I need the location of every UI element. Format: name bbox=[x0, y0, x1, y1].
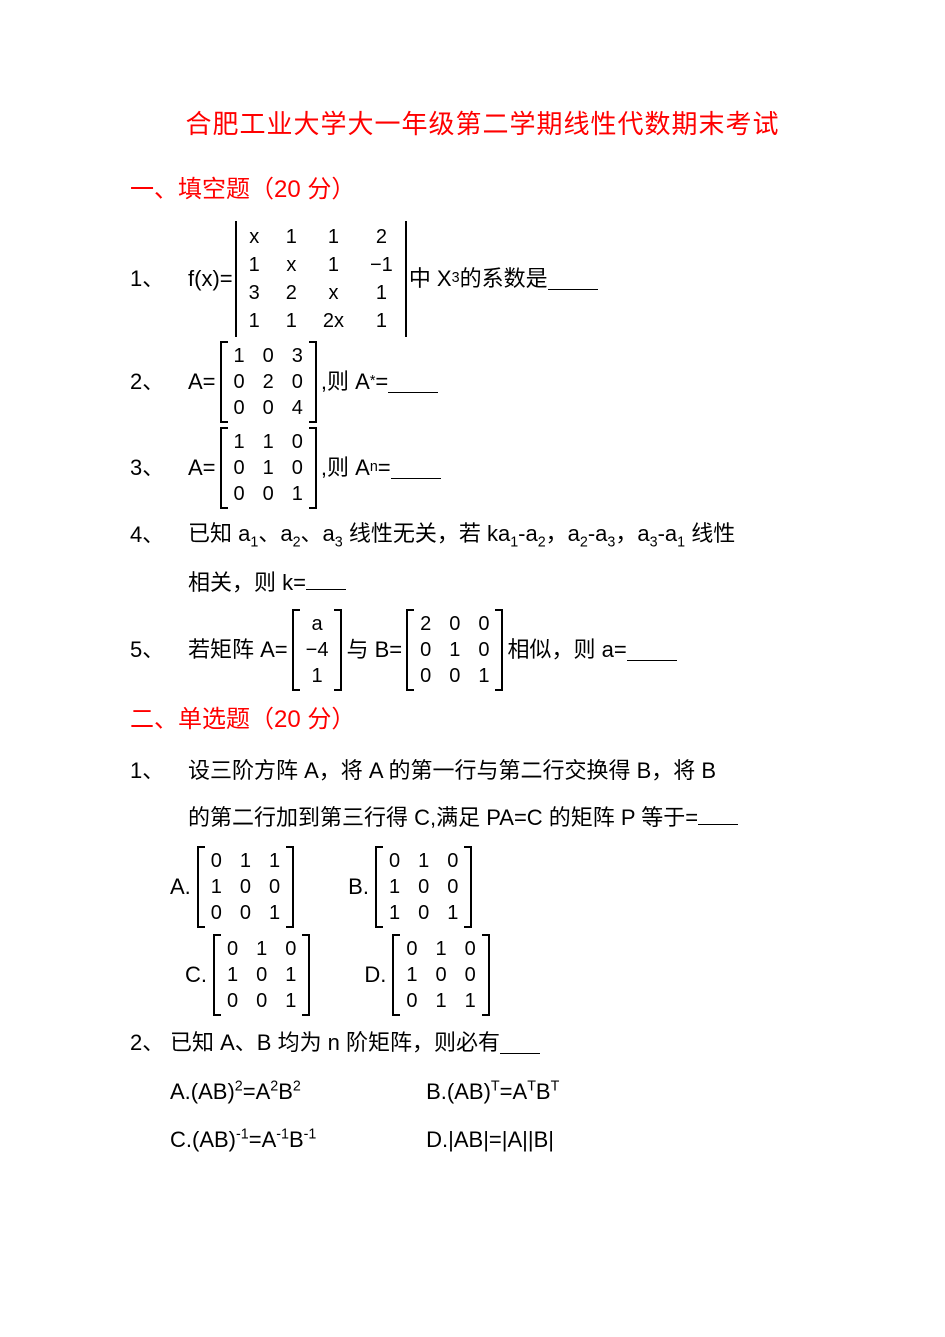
option-D: D. 010100011 bbox=[364, 934, 493, 1016]
matrix-cell: 1 bbox=[249, 302, 260, 340]
matrix-cell: 0 bbox=[227, 982, 238, 1020]
s2-q2-opts: A.(AB)2=A2B2 B.(AB)T=ATBT C.(AB)-1=A-1B-… bbox=[130, 1068, 835, 1165]
matrix-cell: 0 bbox=[240, 894, 251, 932]
matrix-cell: 0 bbox=[418, 894, 429, 932]
q-number: 4、 bbox=[130, 514, 188, 556]
q5-mid1: 与 B= bbox=[346, 629, 402, 671]
s2q1-text1: 设三阶方阵 A，将 A 的第一行与第二行交换得 B，将 B bbox=[188, 750, 716, 792]
option-A: A.(AB)2=A2B2 bbox=[170, 1068, 420, 1116]
q5-prefix: 若矩阵 A= bbox=[188, 629, 288, 671]
matrix-grid: 200010001 bbox=[414, 609, 495, 691]
s2-q2: 2、 已知 A、B 均为 n 阶矩阵，则必有 bbox=[130, 1022, 835, 1064]
matrix-cell: 1 bbox=[285, 982, 296, 1020]
q-number: 5、 bbox=[130, 629, 188, 671]
matrix-cell: 0 bbox=[211, 894, 222, 932]
matrix-cell: 1 bbox=[376, 302, 387, 340]
matrix-grid: 110010001 bbox=[228, 427, 309, 509]
s2-q1-opts-row1: A. 011100001 B. 010100101 bbox=[130, 846, 835, 928]
q3-prefix: A= bbox=[188, 447, 216, 489]
q1-suffix1: 中 X bbox=[409, 258, 452, 300]
matrix-cell: 1 bbox=[436, 982, 447, 1020]
q3-sup: n bbox=[370, 454, 378, 481]
matrix-cell: 0 bbox=[420, 657, 431, 695]
option-D: D.|AB|=|A||B| bbox=[426, 1116, 676, 1164]
s1-q4-line2: 相关，则 k= bbox=[130, 561, 835, 605]
s2-q1-line1: 1、 设三阶方阵 A，将 A 的第一行与第二行交换得 B，将 B bbox=[130, 750, 835, 792]
q-number: 2、 bbox=[130, 1022, 170, 1064]
blank bbox=[698, 802, 738, 825]
q3-matrix: 110010001 bbox=[218, 427, 319, 509]
matrix-cell: 0 bbox=[449, 657, 460, 695]
matrix-cell: 1 bbox=[478, 657, 489, 695]
matrix-cell: 0 bbox=[256, 982, 267, 1020]
s2-q1-opts-row2: C. 010101001 D. 010100011 bbox=[130, 934, 835, 1016]
s2-q1-line2: 的第二行加到第三行得 C,满足 PA=C 的矩阵 P 等于= bbox=[130, 796, 835, 840]
matrix-cell: 0 bbox=[406, 982, 417, 1020]
matrix-cell: 4 bbox=[292, 389, 303, 427]
q1-prefix: f(x)= bbox=[188, 258, 233, 300]
page-title: 合肥工业大学大一年级第二学期线性代数期末考试 bbox=[130, 100, 835, 149]
option-B: B. 010100101 bbox=[348, 846, 476, 928]
q5-matrixB: 200010001 bbox=[404, 609, 505, 691]
blank bbox=[391, 456, 441, 479]
option-B: B.(AB)T=ATBT bbox=[426, 1068, 676, 1116]
s1-q3: 3、 A= 110010001 ,则 An= bbox=[130, 427, 835, 509]
matrix-cell: 0 bbox=[263, 389, 274, 427]
blank bbox=[306, 567, 346, 590]
matrix-cell: 1 bbox=[389, 894, 400, 932]
q2-matrix: 103020004 bbox=[218, 341, 319, 423]
s1-q2: 2、 A= 103020004 ,则 A*= bbox=[130, 341, 835, 423]
blank bbox=[500, 1031, 540, 1054]
q2-prefix: A= bbox=[188, 361, 216, 403]
matrix-cell: 0 bbox=[234, 389, 245, 427]
matrix-cell: 1 bbox=[292, 475, 303, 513]
s1-q4-line1: 4、 已知 a1、a2、a3 线性无关，若 ka1-a2，a2-a3，a3-a1… bbox=[130, 513, 835, 557]
blank bbox=[388, 370, 438, 393]
option-C: C.(AB)-1=A-1B-1 bbox=[170, 1116, 420, 1164]
matrix-cell: 1 bbox=[269, 894, 280, 932]
blank bbox=[627, 638, 677, 661]
q-number: 1、 bbox=[130, 750, 188, 792]
matrix-cell: 1 bbox=[286, 302, 297, 340]
matrix-cell: 0 bbox=[234, 475, 245, 513]
matrix-grid: x1121x1−132x1112x1 bbox=[237, 221, 405, 337]
q3-after: = bbox=[378, 447, 391, 489]
matrix-cell: 1 bbox=[447, 894, 458, 932]
q-number: 1、 bbox=[130, 258, 188, 300]
matrix-grid: a−41 bbox=[300, 609, 335, 691]
s1-q1: 1、 f(x)= x1121x1−132x1112x1 中 X3 的系数是 bbox=[130, 221, 835, 337]
page: 合肥工业大学大一年级第二学期线性代数期末考试 一、填空题（20 分） 1、 f(… bbox=[0, 0, 945, 1337]
matrix-cell: 2x bbox=[323, 302, 344, 340]
section1-heading: 一、填空题（20 分） bbox=[130, 167, 835, 213]
matrix-grid: 103020004 bbox=[228, 341, 309, 423]
q5-matrixA: a−41 bbox=[290, 609, 345, 691]
q5-mid2: 相似，则 a= bbox=[507, 629, 626, 671]
s1-q5: 5、 若矩阵 A= a−41 与 B= 200010001 相似，则 a= bbox=[130, 609, 835, 691]
q1-determinant: x1121x1−132x1112x1 bbox=[235, 221, 407, 337]
q3-mid: ,则 A bbox=[321, 447, 370, 489]
blank bbox=[548, 267, 598, 290]
option-A: A. 011100001 bbox=[170, 846, 298, 928]
matrix-cell: 1 bbox=[311, 657, 322, 695]
q2-mid: ,则 A bbox=[321, 361, 370, 403]
matrix-cell: 0 bbox=[263, 475, 274, 513]
section2-heading: 二、单选题（20 分） bbox=[130, 697, 835, 743]
option-C: C. 010101001 bbox=[185, 934, 314, 1016]
q-number: 2、 bbox=[130, 361, 188, 403]
matrix-cell: 1 bbox=[465, 982, 476, 1020]
q1-sup: 3 bbox=[452, 265, 460, 292]
q-number: 3、 bbox=[130, 447, 188, 489]
s2q2-stem: 已知 A、B 均为 n 阶矩阵，则必有 bbox=[170, 1022, 500, 1064]
q4-text: 已知 a1、a2、a3 线性无关，若 ka1-a2，a2-a3，a3-a1 线性 bbox=[188, 513, 735, 557]
q2-after: = bbox=[375, 361, 388, 403]
q1-suffix2: 的系数是 bbox=[460, 258, 548, 300]
